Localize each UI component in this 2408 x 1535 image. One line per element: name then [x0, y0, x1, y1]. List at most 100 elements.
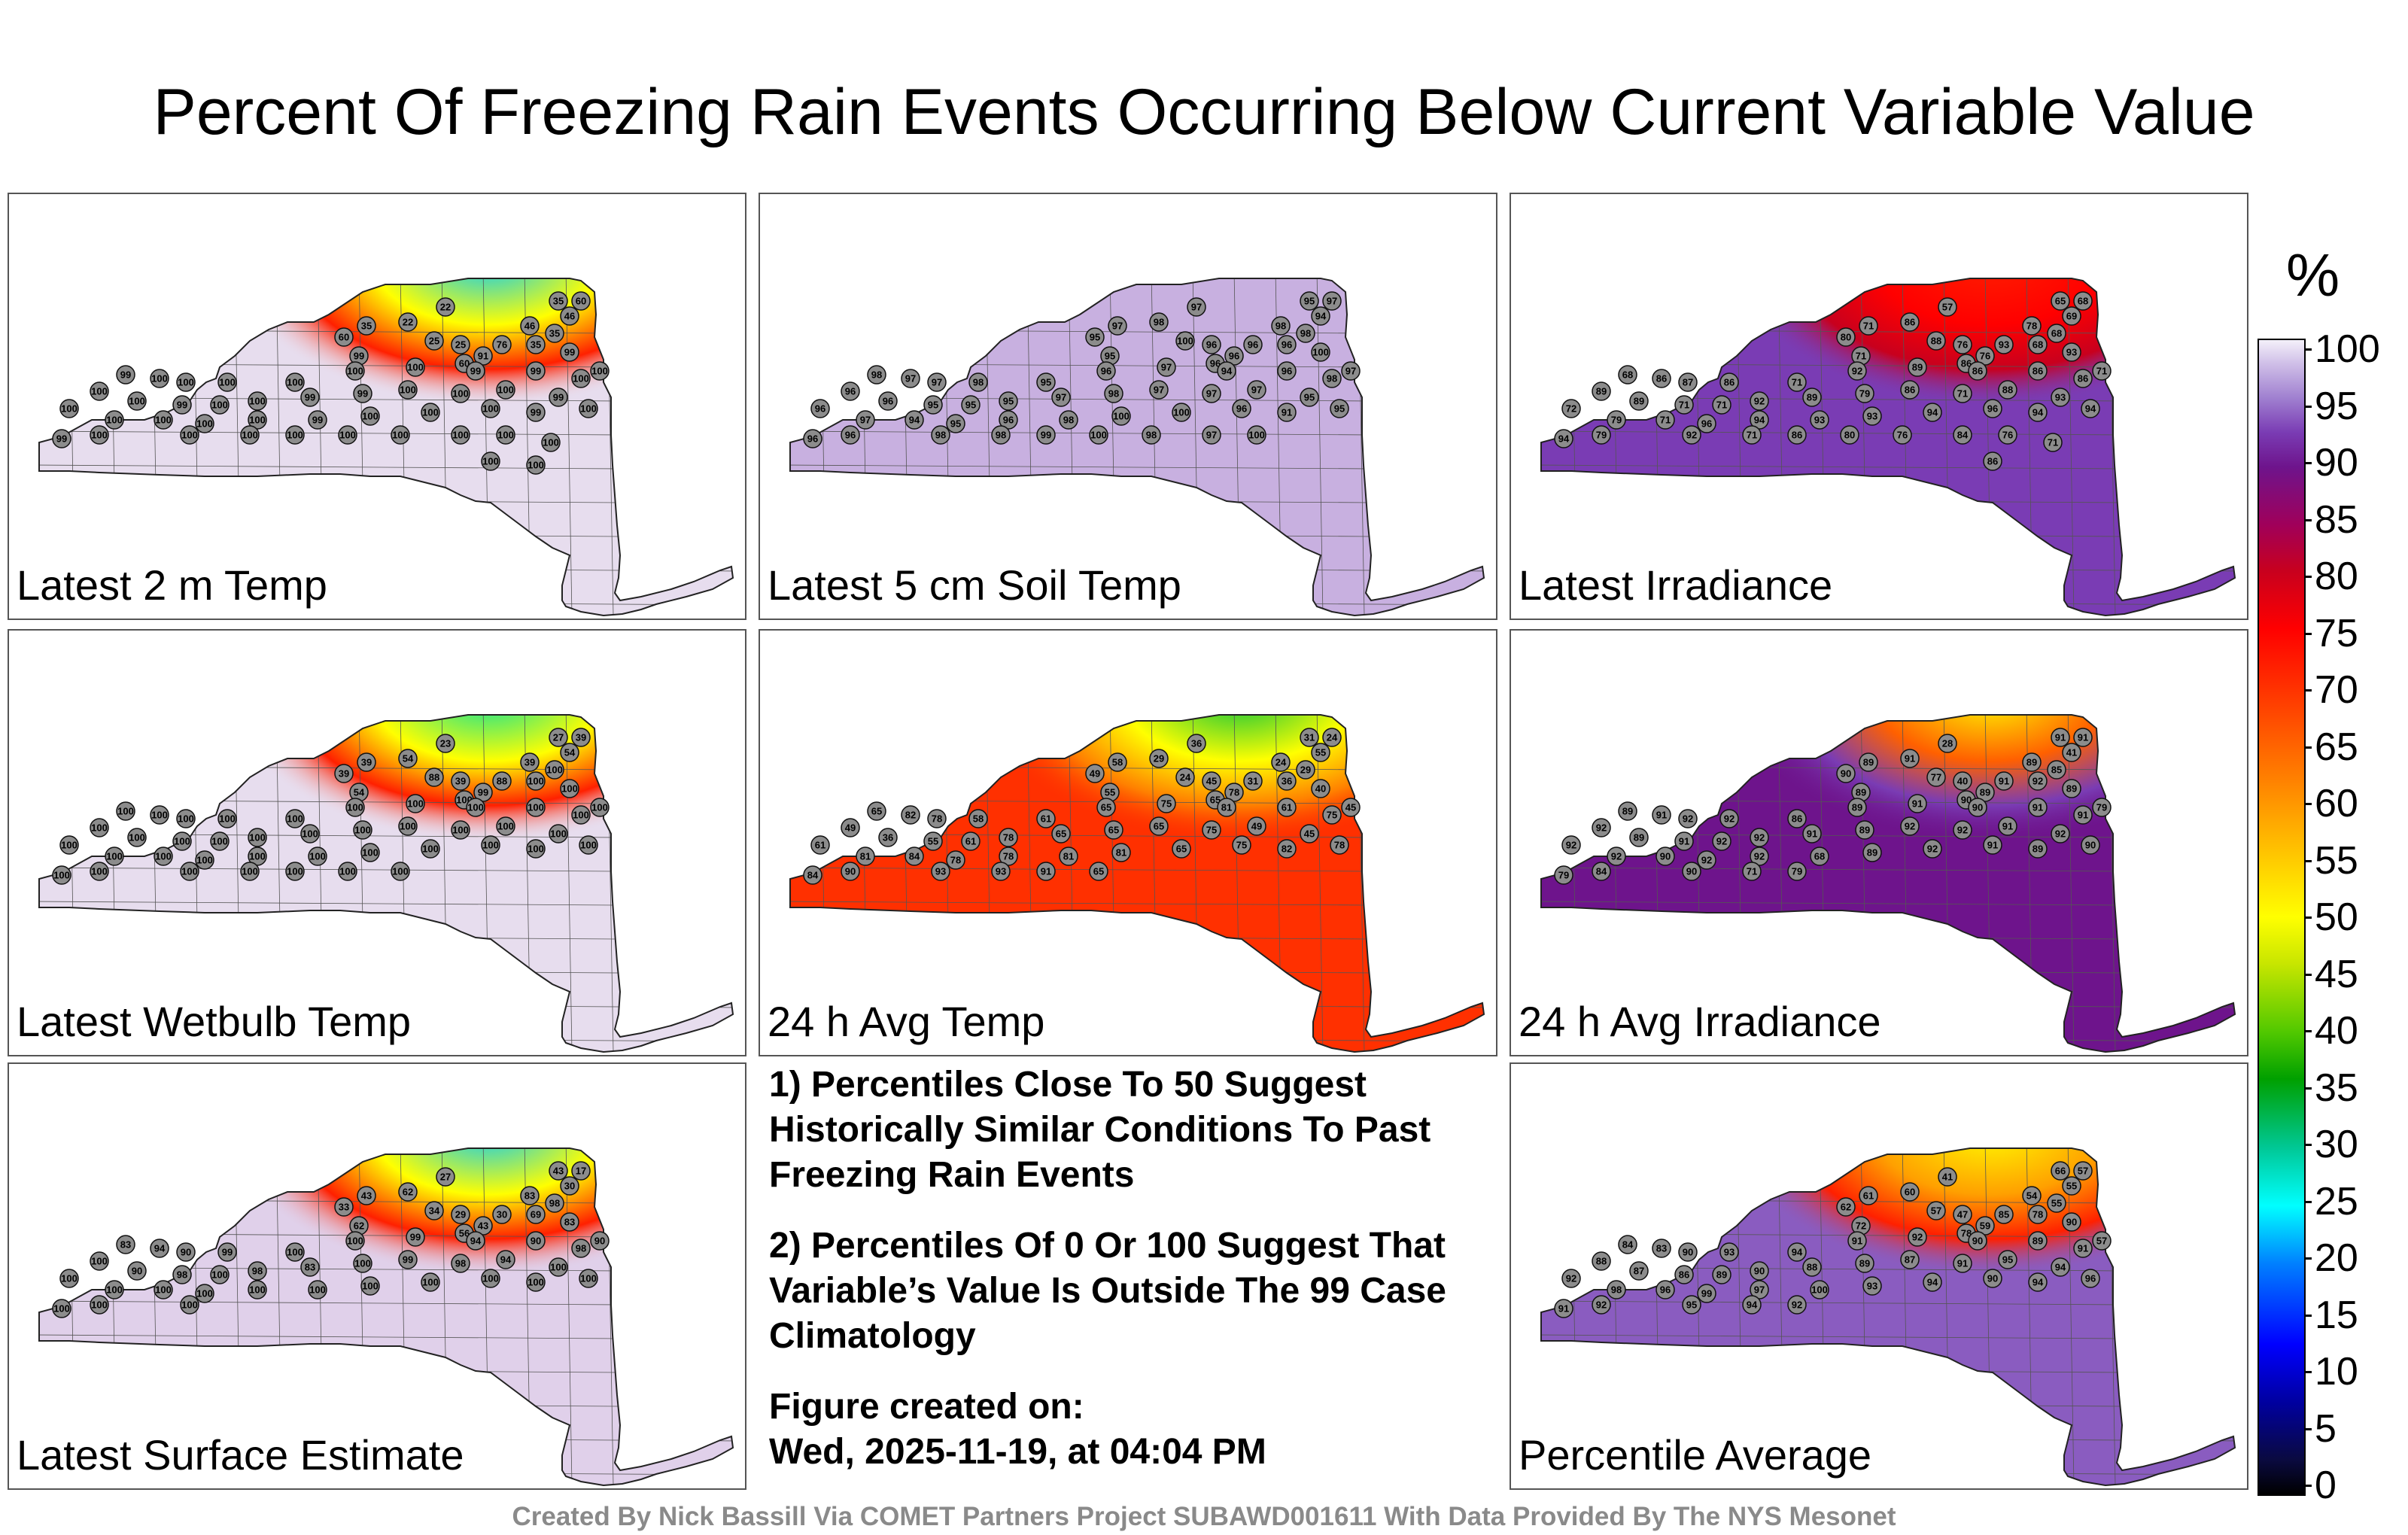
- station-marker: 79: [2092, 798, 2112, 817]
- station-value: 78: [1003, 851, 1014, 862]
- station-marker: 75: [1322, 805, 1342, 825]
- station-value: 97: [860, 415, 871, 426]
- station-value: 95: [928, 400, 938, 411]
- station-marker: 98: [1142, 425, 1161, 445]
- station-value: 68: [1814, 851, 1825, 862]
- station-marker: 62: [1836, 1197, 1856, 1217]
- station-marker: 65: [2051, 291, 2070, 311]
- station-value: 78: [2026, 321, 2037, 332]
- station-marker: 65: [867, 801, 886, 821]
- station-marker: 71: [1742, 425, 1762, 445]
- station-value: 98: [1154, 317, 1164, 328]
- station-value: 89: [1807, 392, 1817, 403]
- station-marker: 89: [1629, 828, 1649, 847]
- station-marker: 84: [803, 865, 822, 885]
- station-marker: 92: [1900, 816, 1920, 836]
- colorbar-tick-label: 0: [2315, 1464, 2337, 1507]
- station-value: 62: [403, 1187, 413, 1198]
- station-marker: 30: [492, 1205, 512, 1224]
- station-marker: 25: [424, 331, 444, 351]
- station-marker: 100: [1311, 342, 1330, 362]
- station-marker: 81: [1217, 798, 1236, 817]
- station-marker: 75: [1232, 835, 1251, 855]
- station-marker: 65: [1149, 816, 1169, 836]
- station-value: 34: [429, 1205, 440, 1217]
- station-value: 78: [1961, 1228, 1972, 1239]
- station-marker: 96: [1096, 361, 1116, 381]
- station-marker: 86: [2073, 369, 2093, 388]
- station-marker: 92: [2051, 824, 2070, 843]
- station-value: 78: [1003, 832, 1014, 843]
- station-value: 96: [1003, 415, 1014, 426]
- station-marker: 99: [116, 365, 135, 385]
- station-marker: 86: [1900, 312, 1920, 332]
- station-marker: 78: [946, 850, 965, 870]
- station-value: 29: [1154, 753, 1164, 764]
- station-marker: 100: [579, 835, 598, 855]
- station-value: 88: [1807, 1262, 1817, 1273]
- station-marker: 95: [1085, 327, 1105, 347]
- station-marker: 100: [52, 1299, 71, 1318]
- station-marker: 91: [2051, 728, 2070, 747]
- colorbar-tick-mark: [2306, 518, 2312, 521]
- station-marker: 95: [999, 391, 1018, 411]
- station-marker: 76: [1998, 425, 2017, 445]
- station-value: 92: [1716, 836, 1727, 847]
- station-value: 100: [1113, 411, 1130, 422]
- station-marker: 36: [1187, 734, 1206, 753]
- station-value: 22: [440, 302, 451, 313]
- station-marker: 93: [991, 862, 1011, 881]
- station-value: 57: [2078, 1166, 2088, 1177]
- station-value: 100: [422, 1277, 439, 1288]
- station-marker: 88: [1998, 380, 2017, 400]
- station-value: 94: [1792, 1247, 1803, 1258]
- station-marker: 62: [398, 1182, 418, 1202]
- station-marker: 96: [1202, 335, 1221, 354]
- station-marker: 35: [526, 335, 546, 354]
- station-value: 61: [1041, 813, 1051, 825]
- station-value: 83: [305, 1262, 315, 1273]
- station-value: 92: [2055, 828, 2066, 840]
- station-marker: 91: [1847, 1231, 1867, 1251]
- station-value: 91: [1999, 776, 2009, 787]
- station-value: 100: [91, 866, 108, 877]
- station-marker: 68: [2073, 291, 2093, 311]
- station-marker: 100: [308, 847, 327, 866]
- station-marker: 54: [2022, 1186, 2042, 1205]
- station-value: 92: [1792, 1299, 1802, 1311]
- colorbar-tick-label: 15: [2315, 1293, 2358, 1337]
- station-marker: 35: [545, 324, 564, 343]
- station-marker: 100: [360, 1276, 380, 1296]
- station-marker: 69: [526, 1205, 546, 1224]
- station-marker: 60: [334, 327, 354, 347]
- station-value: 100: [219, 813, 236, 825]
- station-value: 92: [1611, 851, 1622, 862]
- station-marker: 78: [1224, 783, 1244, 802]
- station-value: 100: [151, 373, 168, 385]
- station-value: 91: [2002, 821, 2013, 832]
- station-marker: 90: [1983, 1269, 2002, 1288]
- station-marker: 99: [217, 1242, 237, 1262]
- station-value: 79: [2096, 802, 2107, 813]
- station-marker: 97: [1247, 380, 1266, 400]
- station-value: 36: [1282, 776, 1292, 787]
- station-value: 100: [211, 400, 228, 411]
- station-value: 89: [2066, 783, 2077, 795]
- station-value: 96: [807, 433, 818, 445]
- station-marker: 99: [398, 1250, 418, 1269]
- station-value: 68: [2033, 339, 2043, 351]
- station-marker: 92: [1847, 361, 1867, 381]
- station-marker: 96: [1277, 335, 1297, 354]
- station-value: 86: [2078, 373, 2088, 385]
- station-value: 97: [1206, 430, 1217, 441]
- map-panel-3: 57 68 69 65 76 88 86 80 71 93 78 68 71 76 86 68 93 71 68 86…: [1510, 193, 2248, 620]
- station-value: 94: [2055, 1262, 2066, 1273]
- station-value: 89: [1859, 825, 1870, 836]
- station-marker: 100: [345, 1231, 365, 1251]
- station-value: 83: [1656, 1243, 1667, 1254]
- station-value: 97: [1251, 385, 1262, 396]
- station-marker: 100: [496, 816, 515, 836]
- station-marker: 100: [1810, 1280, 1829, 1299]
- station-marker: 54: [560, 743, 579, 762]
